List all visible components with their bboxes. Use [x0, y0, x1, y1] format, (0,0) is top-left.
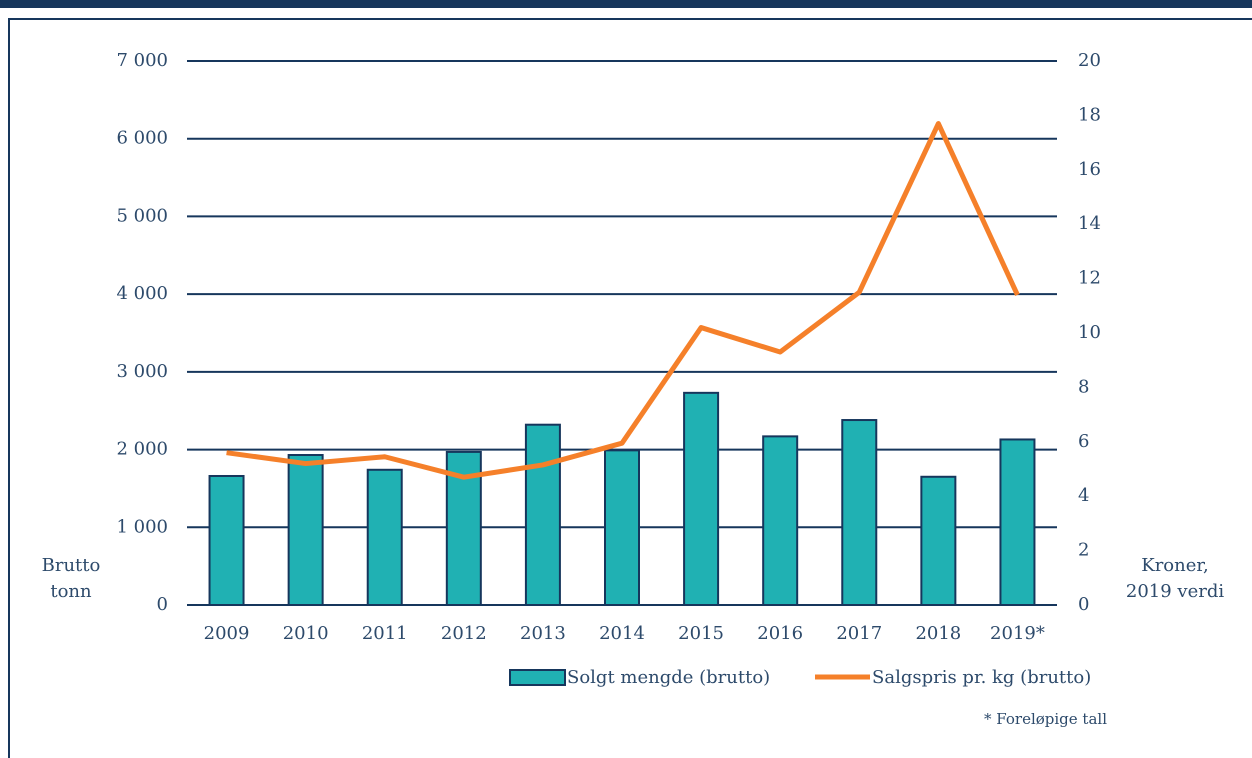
legend-label: Solgt mengde (brutto)	[567, 667, 770, 688]
axis-label: 2019 verdi	[1126, 581, 1224, 602]
y-tick-label: 3 000	[116, 361, 168, 382]
bar	[524, 423, 561, 606]
y-tick-label: 1 000	[116, 516, 168, 537]
y2-tick-label: 8	[1078, 376, 1089, 397]
y2-tick-label: 4	[1078, 485, 1089, 506]
x-tick-label: 2019*	[990, 623, 1045, 644]
y-tick-label: 6 000	[116, 128, 168, 149]
y2-tick-label: 20	[1078, 50, 1101, 71]
y-tick-label: 7 000	[116, 50, 168, 71]
legend-swatch	[509, 669, 566, 686]
title-band	[0, 0, 1252, 8]
bar	[604, 449, 640, 606]
y2-tick-label: 16	[1078, 159, 1101, 180]
y-tick-label: 5 000	[116, 205, 168, 226]
axis-label: Kroner,	[1141, 555, 1208, 576]
y2-tick-label: 10	[1078, 322, 1101, 343]
note: * Foreløpige tall	[984, 710, 1107, 728]
bar	[999, 438, 1036, 606]
y2-tick-label: 14	[1078, 213, 1101, 234]
line	[226, 121, 1020, 480]
y2-tick-label: 0	[1078, 594, 1089, 615]
x-tick-label: 2009	[204, 623, 250, 644]
x-tick-label: 2013	[520, 623, 566, 644]
y-tick-label: 4 000	[116, 283, 168, 304]
y-tick-label: 2 000	[116, 439, 168, 460]
axis-label: tonn	[50, 581, 92, 602]
x-tick-label: 2014	[599, 623, 645, 644]
x-tick-label: 2015	[678, 623, 724, 644]
y2-tick-label: 6	[1078, 431, 1089, 452]
bar	[920, 475, 957, 606]
bar	[762, 435, 799, 606]
x-tick-label: 2011	[362, 623, 408, 644]
bar	[841, 419, 878, 607]
frame	[8, 18, 1252, 758]
bar	[366, 468, 403, 606]
x-tick-label: 2016	[757, 623, 803, 644]
y2-tick-label: 12	[1078, 268, 1101, 289]
y-tick-label: 0	[157, 594, 168, 615]
x-tick-label: 2018	[915, 623, 961, 644]
legend-label: Salgspris pr. kg (brutto)	[872, 667, 1091, 688]
bar	[683, 391, 720, 606]
x-tick-label: 2010	[283, 623, 329, 644]
y2-tick-label: 18	[1078, 104, 1101, 125]
bar	[208, 474, 245, 606]
axis-label: Brutto	[42, 555, 101, 576]
x-tick-label: 2012	[441, 623, 487, 644]
y2-tick-label: 2	[1078, 540, 1089, 561]
bar	[287, 454, 324, 606]
x-tick-label: 2017	[836, 623, 882, 644]
